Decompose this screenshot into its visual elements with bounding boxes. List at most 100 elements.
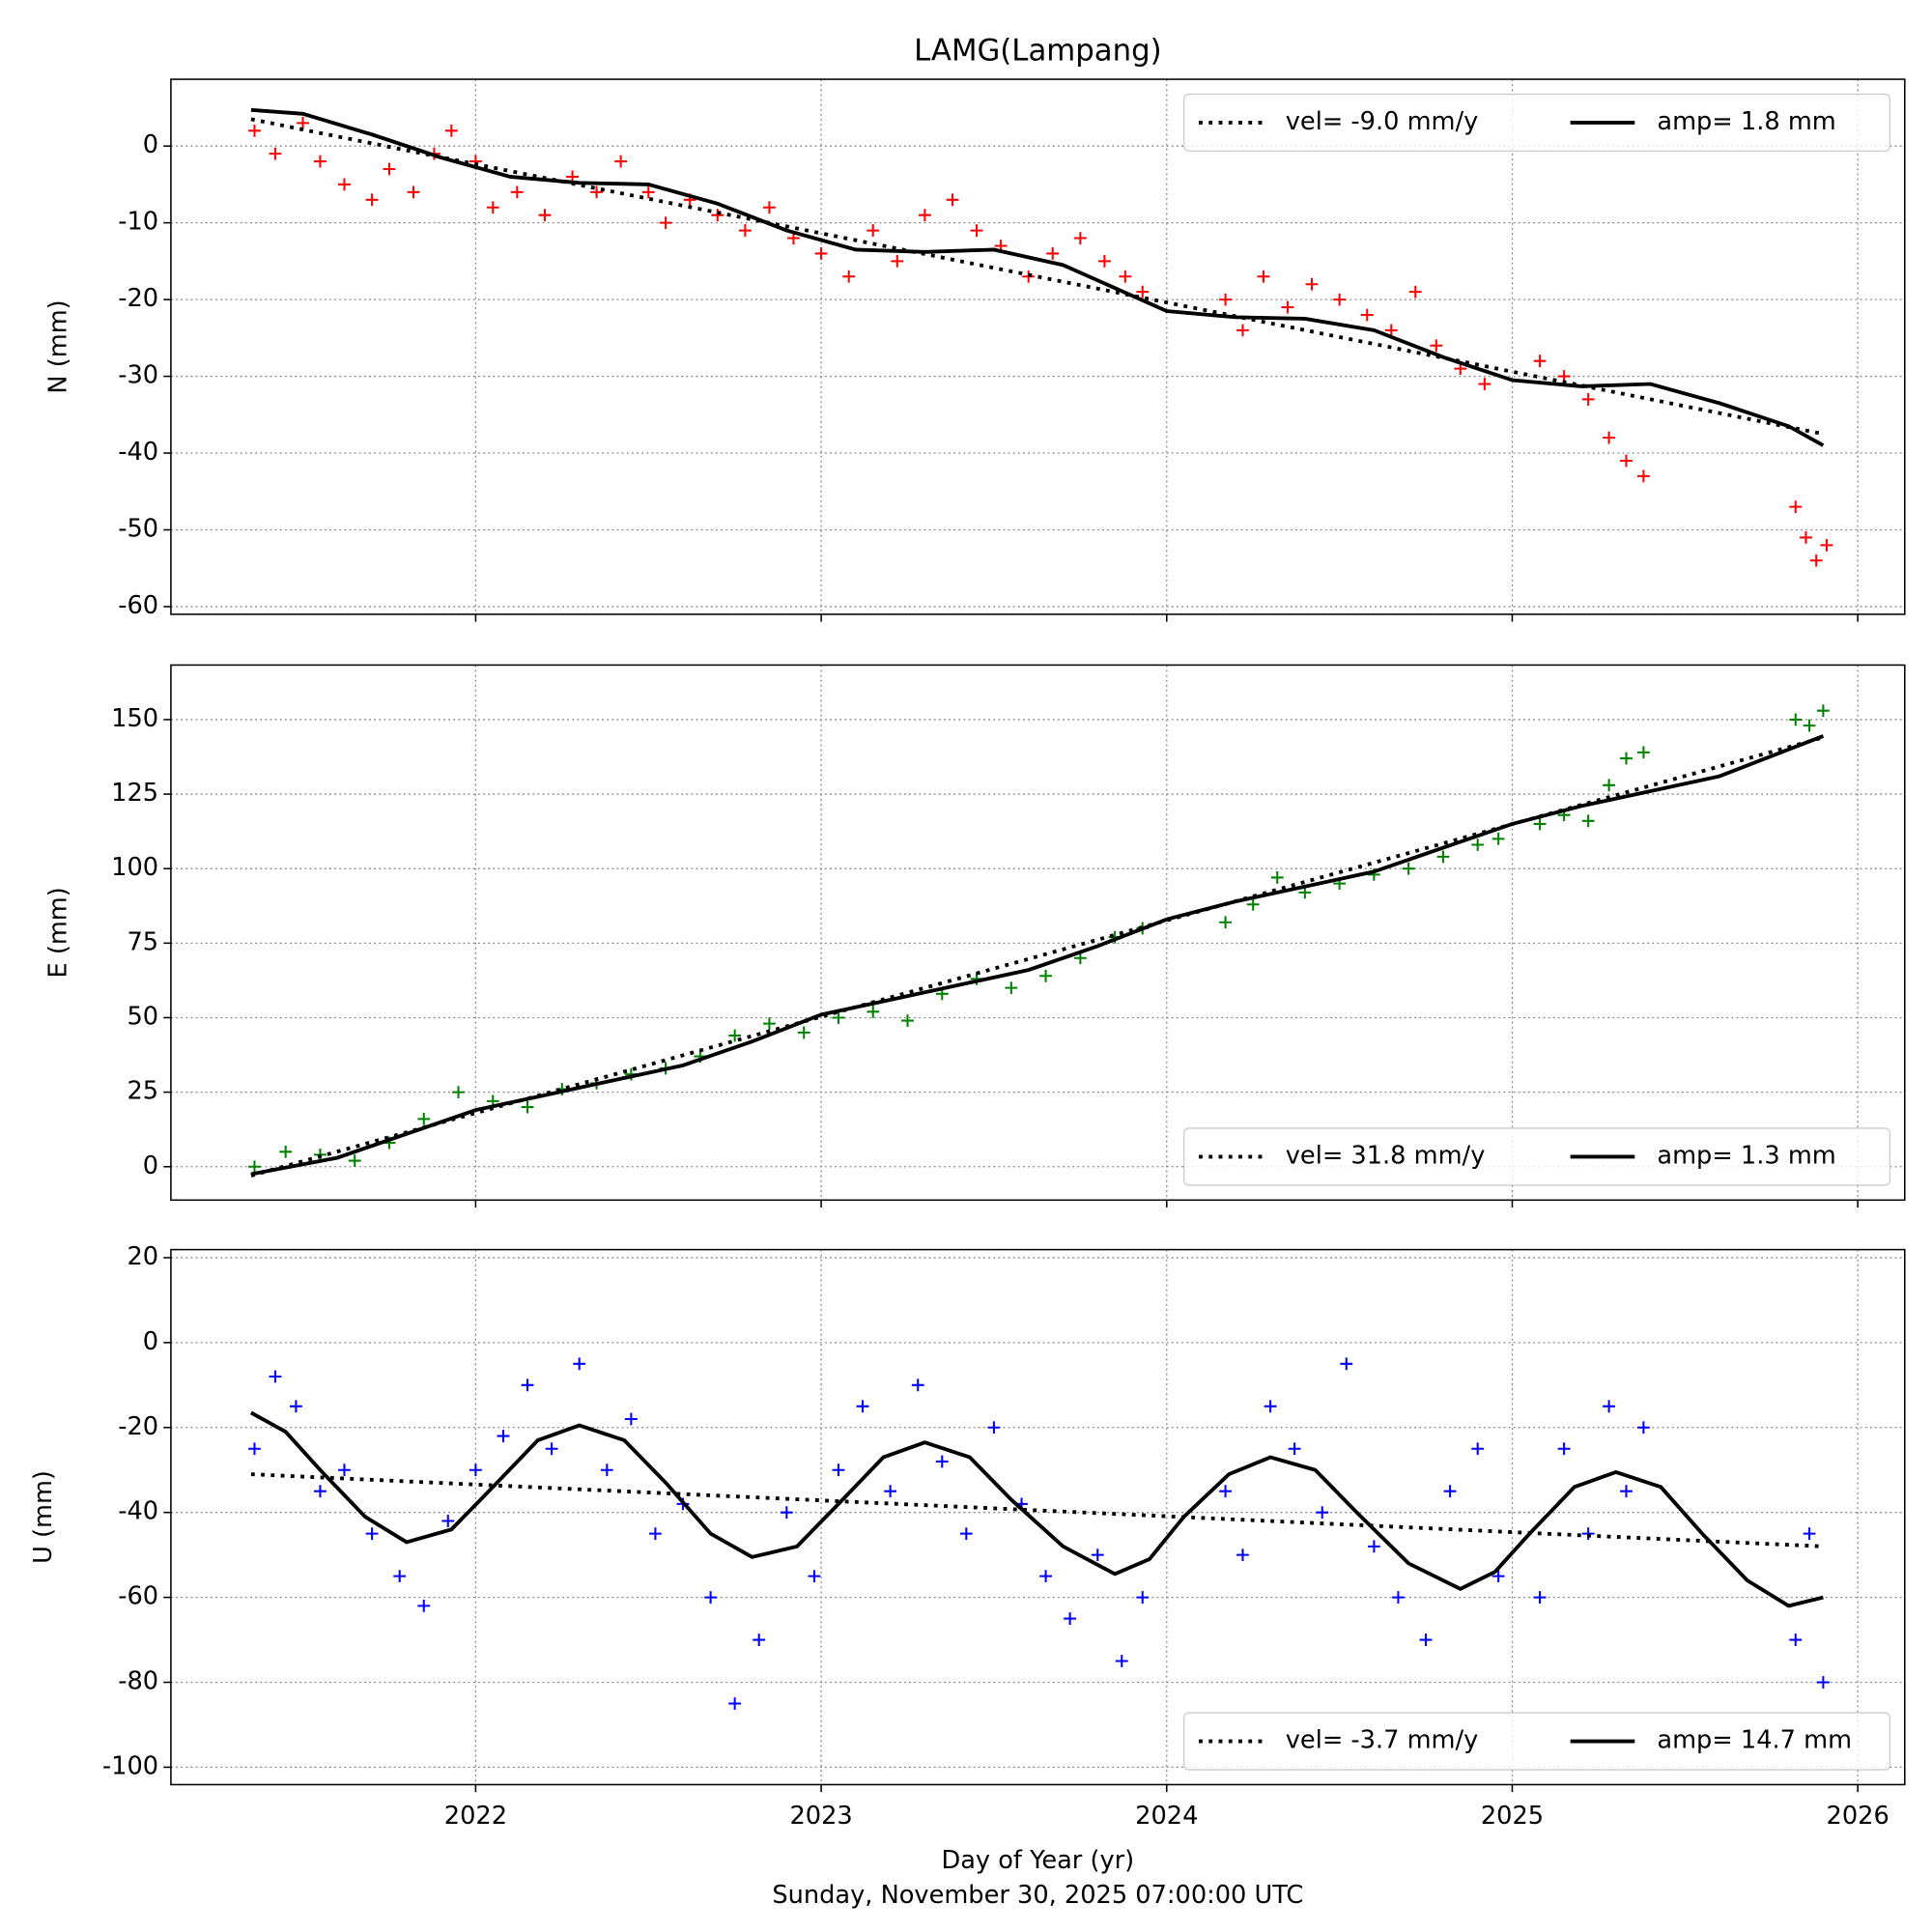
data-point (452, 1086, 465, 1099)
data-point (780, 1506, 793, 1520)
data-point (510, 185, 524, 199)
data-point (1281, 300, 1294, 314)
data-point (1803, 1527, 1816, 1541)
data-point (1603, 431, 1616, 444)
fit-line (250, 1472, 1824, 1548)
data-point (1091, 1548, 1104, 1562)
y-tick-label: -100 (102, 1751, 158, 1780)
data-point (959, 1527, 973, 1541)
data-point (1288, 1442, 1301, 1456)
y-tick-label: 50 (127, 1002, 158, 1031)
data-point (1533, 817, 1547, 831)
plot-area (248, 1357, 1830, 1710)
data-point (763, 201, 776, 214)
data-point (624, 1412, 638, 1426)
data-point (1603, 779, 1616, 792)
y-tick-label: -30 (118, 361, 158, 390)
data-point (1064, 1612, 1077, 1625)
data-point (269, 1370, 282, 1383)
data-point (1264, 1400, 1277, 1413)
data-point (486, 201, 499, 214)
x-tick-label: 2024 (1135, 1802, 1198, 1831)
data-point (1360, 308, 1374, 322)
data-point (867, 1005, 880, 1018)
data-point (1219, 293, 1232, 306)
data-point (348, 1154, 361, 1167)
y-tick-label: 25 (127, 1077, 158, 1106)
y-tick-label: -80 (118, 1667, 158, 1696)
data-point (365, 193, 379, 207)
data-point (1333, 293, 1347, 306)
data-point (1097, 254, 1111, 268)
y-axis-label: N (mm) (44, 299, 73, 393)
data-point (814, 247, 828, 260)
data-point (1367, 1540, 1380, 1553)
fit-line (249, 1410, 1824, 1608)
legend-label: amp= 1.3 mm (1657, 1141, 1835, 1170)
data-point (521, 1378, 534, 1392)
data-point (417, 1599, 431, 1612)
data-point (1816, 704, 1830, 718)
caption: Sunday, November 30, 2025 07:00:00 UTC (772, 1881, 1303, 1910)
data-point (763, 1017, 776, 1031)
data-point (1581, 1527, 1595, 1541)
data-point (314, 155, 327, 168)
y-tick-label: -40 (118, 438, 158, 467)
legend-label: amp= 1.8 mm (1657, 107, 1835, 136)
x-tick-label: 2022 (444, 1802, 507, 1831)
data-point (1136, 1591, 1150, 1604)
data-point (441, 1515, 455, 1527)
data-point (1039, 969, 1052, 982)
data-point (1270, 871, 1284, 884)
data-point (1492, 832, 1505, 845)
data-point (1620, 752, 1633, 765)
data-point (1800, 531, 1812, 544)
data-point (797, 1026, 810, 1039)
y-tick-label: -20 (118, 1412, 158, 1441)
data-point (383, 162, 396, 176)
data-point (935, 1455, 949, 1468)
data-point (1581, 814, 1595, 828)
x-tick-label: 2023 (789, 1802, 852, 1831)
y-axis-label: U (mm) (29, 1470, 58, 1564)
data-point (1236, 324, 1249, 337)
x-axis-label: Day of Year (yr) (942, 1846, 1135, 1875)
data-point (987, 1421, 1001, 1435)
data-point (1581, 392, 1595, 406)
data-point (832, 1011, 845, 1024)
legend: vel= -3.7 mm/y amp= 14.7 mm (1183, 1712, 1891, 1771)
data-point (641, 185, 655, 199)
y-tick-label: -20 (118, 284, 158, 313)
data-point (1636, 1421, 1650, 1435)
data-point (1478, 378, 1492, 390)
data-point (289, 1400, 302, 1413)
data-point (1073, 232, 1087, 244)
subplot: -60 -50 -40 -30 -20 -10 0 N (mm) vel= -9.0 mm/y a… (44, 78, 1906, 622)
y-tick-label: 100 (111, 853, 158, 882)
data-point (1236, 1548, 1249, 1562)
data-point (614, 155, 628, 168)
data-point (1430, 339, 1443, 353)
data-point (248, 1160, 261, 1174)
data-point (1789, 500, 1803, 514)
data-point (1820, 538, 1833, 552)
subplot: 0 25 50 75 100 125 150 E (mm) vel= 31.8 mm/y amp=… (44, 664, 1906, 1208)
data-point (248, 1442, 261, 1456)
data-point (1636, 469, 1650, 483)
data-point (1340, 1357, 1353, 1371)
chart-title: LAMG(Lampang) (914, 33, 1162, 68)
data-point (497, 1430, 510, 1442)
data-point (1219, 1485, 1232, 1498)
data-point (1257, 270, 1270, 283)
data-point (891, 254, 904, 268)
data-point (918, 209, 931, 222)
legend-label: vel= -9.0 mm/y (1286, 107, 1479, 136)
data-point (1419, 1634, 1433, 1646)
plot-area (248, 107, 1833, 567)
data-point (573, 1357, 586, 1371)
data-point (842, 270, 856, 283)
data-point (1046, 247, 1060, 260)
fit-line (250, 107, 1825, 447)
